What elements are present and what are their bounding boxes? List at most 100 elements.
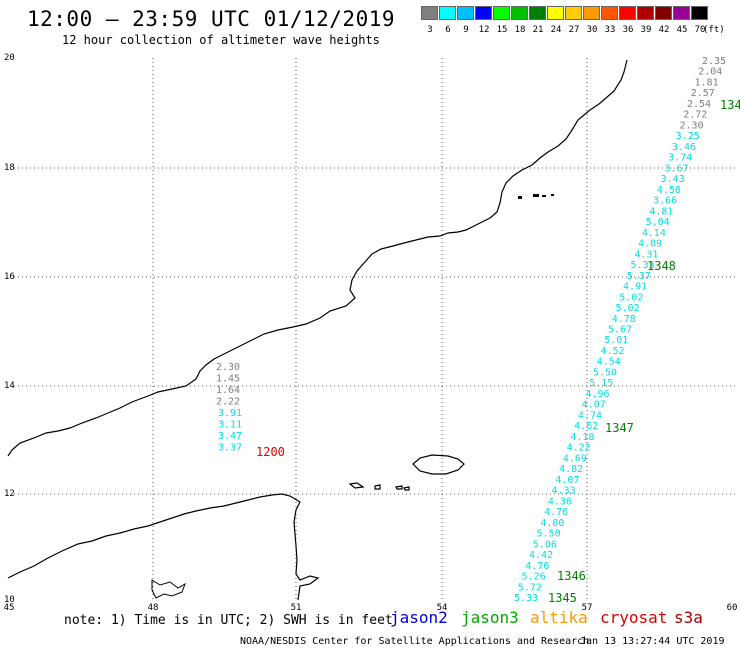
swh-value: 3.47: [218, 431, 242, 442]
swh-value: 5.37: [627, 271, 651, 282]
lat-label-12: 12: [4, 489, 15, 499]
swh-value: 4.54: [597, 357, 621, 368]
swh-value: 4.80: [540, 518, 564, 529]
swh-value: 5.01: [604, 335, 628, 346]
altimeter-tracks: 2.301.451.642.223.913.113.473.37 12002.35…: [216, 56, 740, 605]
pass-time-label: 134: [720, 98, 740, 112]
legend-label: 9: [463, 25, 469, 35]
mission-altika: altika: [530, 608, 588, 627]
swh-value: 3.91: [218, 408, 242, 419]
coastline-arabia: [7, 59, 628, 457]
legend-swatch: [439, 6, 456, 20]
legend-swatch: [619, 6, 636, 20]
legend-label: 12: [478, 25, 490, 35]
legend-label: 3: [427, 25, 433, 35]
legend-label: 15: [496, 25, 508, 35]
lat-label-20: 20: [4, 53, 15, 63]
swh-value: 4.76: [525, 561, 549, 572]
swh-value: 4.36: [548, 496, 572, 507]
mission-jason2: jason2: [390, 608, 448, 627]
swh-value: 4.33: [552, 486, 576, 497]
swh-value: 2.35: [702, 56, 726, 67]
swh-value: 2.30: [679, 120, 703, 131]
swh-value: 4.62: [574, 421, 598, 432]
lon-label-57: 57: [581, 603, 593, 613]
legend-swatch: [421, 6, 438, 20]
swh-value: 3.25: [676, 131, 700, 142]
lon-label-54: 54: [436, 603, 448, 613]
swh-value: 2.57: [691, 88, 715, 99]
swh-value: 4.82: [559, 464, 583, 475]
legend-swatch: [457, 6, 474, 20]
swh-value: 5.06: [533, 539, 557, 550]
pass-time-label: 1345: [548, 591, 577, 605]
legend-swatch: [691, 6, 708, 20]
legend-swatch: [637, 6, 654, 20]
swh-value: 5.33: [514, 593, 538, 604]
swh-value: 5.15: [589, 378, 613, 389]
lon-label-45: 45: [3, 603, 15, 613]
swh-value: 4.76: [544, 507, 568, 518]
footer-credit: NOAA/NESDIS Center for Satellite Applica…: [240, 636, 590, 647]
swh-value: 5.50: [537, 529, 561, 540]
swh-value: 5.04: [646, 217, 670, 228]
swh-value: 4.69: [563, 453, 587, 464]
footer-timestamp: Jan 13 13:27:44 UTC 2019: [580, 636, 725, 647]
mission-jason3: jason3: [461, 608, 519, 627]
legend-swatch: [547, 6, 564, 20]
swh-value: 5.33: [631, 260, 655, 271]
swh-value: 5.72: [518, 582, 542, 593]
swh-value: 2.22: [216, 397, 240, 408]
legend-swatch: [601, 6, 618, 20]
swh-value: 5.02: [619, 292, 643, 303]
swh-value: 1.81: [694, 77, 718, 88]
mission-s3a: s3a: [674, 608, 703, 627]
swh-value: 1.45: [216, 374, 240, 385]
page-subtitle: 12 hour collection of altimeter wave hei…: [62, 33, 380, 47]
swh-value: 3.74: [668, 153, 692, 164]
swh-value: 4.22: [567, 443, 591, 454]
swh-value: 5.50: [593, 367, 617, 378]
legend-swatch: [529, 6, 546, 20]
legend-label: 39: [640, 25, 652, 35]
legend-label: 27: [568, 25, 580, 35]
islands-kuria-muria: [518, 194, 554, 199]
swh-value: 4.09: [638, 239, 662, 250]
legend-label: 6: [445, 25, 451, 35]
mission-cryosat: cryosat: [600, 608, 668, 627]
coastline-somalia: [7, 493, 320, 601]
swh-value: 4.18: [570, 432, 594, 443]
pass-time-label: 1346: [557, 569, 586, 583]
swh-value: 3.67: [664, 163, 688, 174]
legend-swatch: [565, 6, 582, 20]
swh-value: 4.31: [634, 249, 658, 260]
swh-value: 5.02: [616, 303, 640, 314]
legend-label: 70: [694, 25, 706, 35]
swh-value: 4.42: [529, 550, 553, 561]
legend-swatch: [655, 6, 672, 20]
swh-value: 4.56: [657, 185, 681, 196]
swh-value: 3.66: [653, 196, 677, 207]
lat-label-18: 18: [4, 163, 15, 173]
swh-value: 2.54: [687, 99, 711, 110]
swh-value: 4.91: [623, 282, 647, 293]
swh-value: 3.43: [661, 174, 685, 185]
legend-label: 45: [676, 25, 688, 35]
swh-value: 2.30: [216, 362, 240, 373]
legend-label: 36: [622, 25, 634, 35]
page-title: 12:00 – 23:59 UTC 01/12/2019: [27, 7, 396, 31]
lat-label-16: 16: [4, 272, 15, 282]
legend-label: 24: [550, 25, 562, 35]
swh-value: 4.81: [649, 206, 673, 217]
legend-label: 42: [658, 25, 670, 35]
legend-unit: (ft): [703, 25, 725, 35]
legend-swatch: [511, 6, 528, 20]
swh-value: 4.07: [555, 475, 579, 486]
swh-value: 4.14: [642, 228, 666, 239]
swh-value: 4.74: [578, 410, 602, 421]
legend-label: 18: [514, 25, 526, 35]
legend-label: 33: [604, 25, 616, 35]
swh-value: 1.64: [216, 385, 240, 396]
coastline-somalia-inlet: [151, 579, 186, 599]
